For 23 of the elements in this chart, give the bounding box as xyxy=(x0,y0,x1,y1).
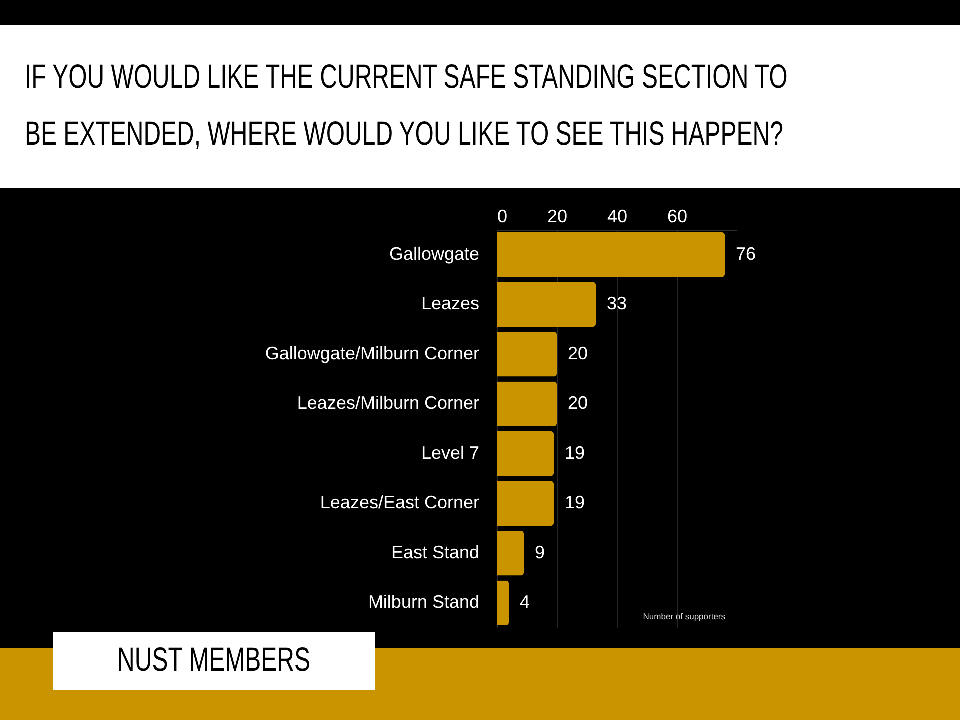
data-label: 33 xyxy=(607,294,628,314)
data-label: 19 xyxy=(565,492,586,513)
y-tick-label: East Stand xyxy=(391,542,480,562)
x-axis-title: Number of supporters xyxy=(643,612,726,622)
x-tick-label: 60 xyxy=(667,206,688,226)
x-tick-label: 40 xyxy=(607,206,628,226)
y-tick-label: Leazes/Milburn Corner xyxy=(297,393,480,414)
data-label: 20 xyxy=(568,393,588,414)
y-tick-label: Gallowgate xyxy=(389,244,480,264)
y-tick-label: Leazes/East Corner xyxy=(320,492,480,513)
x-tick-label: 0 xyxy=(498,206,508,226)
text: NUST MEMBERS xyxy=(118,641,310,681)
chart-title: IF YOU WOULD LIKE THE CURRENT SAFE STANDING SECTION TO BE EXTENDED, WHERE WOULD YOU LIKE TO SEE THIS HAPPEN? xyxy=(25,57,789,156)
y-tick-label: Milburn Stand xyxy=(368,592,480,612)
data-label: 76 xyxy=(736,244,756,264)
y-tick-label: Gallowgate/Milburn Corner xyxy=(265,343,480,364)
x-tick-label: 20 xyxy=(547,206,568,226)
y-tick-label: Level 7 xyxy=(421,442,480,463)
data-label: 9 xyxy=(535,542,546,562)
data-label: 20 xyxy=(568,343,588,364)
data-label: 4 xyxy=(520,592,530,612)
y-tick-label: Leazes xyxy=(421,294,480,314)
data-label: 19 xyxy=(565,442,586,463)
